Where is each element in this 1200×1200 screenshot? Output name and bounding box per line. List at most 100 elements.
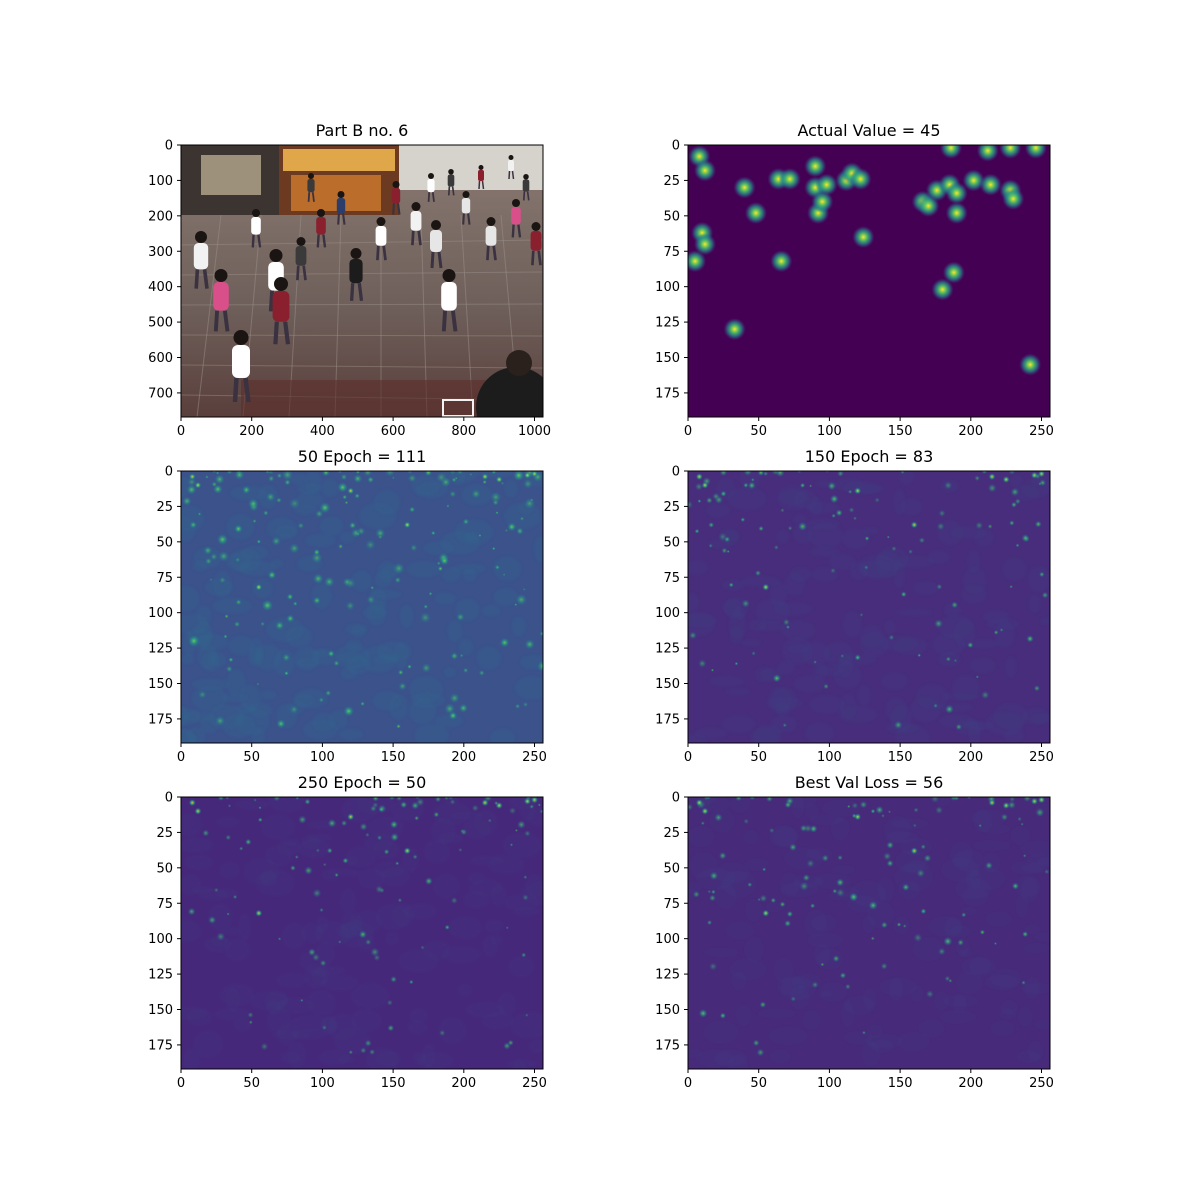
- heatmap-activation: [880, 962, 888, 970]
- heatmap-texture: [876, 546, 909, 571]
- heatmap-texture: [789, 566, 813, 582]
- heatmap-texture: [894, 724, 931, 743]
- heatmap-texture: [219, 862, 240, 879]
- photo-person-leg: [537, 250, 542, 266]
- heatmap-activation: [886, 841, 894, 849]
- heatmap-activation: [923, 854, 932, 863]
- heatmap-activation: [522, 587, 526, 592]
- heatmap-activation: [234, 471, 245, 480]
- axes-frame: [687, 470, 1051, 744]
- heatmap-hotspot: [194, 807, 202, 815]
- heatmap-hotspot: [910, 847, 918, 855]
- heatmap-activation: [275, 620, 285, 631]
- heatmap-texture: [213, 570, 232, 598]
- heatmap-activation: [225, 834, 232, 841]
- heatmap-texture: [214, 888, 239, 898]
- heatmap-activation: [728, 582, 734, 588]
- heatmap-hotspot: [854, 487, 862, 495]
- photo-shop-lights: [283, 149, 395, 171]
- heatmap-activation: [435, 471, 448, 484]
- heatmap-activation: [225, 665, 233, 673]
- heatmap-activation: [298, 815, 307, 824]
- photo-person-leg: [411, 230, 415, 246]
- heatmap-texture: [260, 814, 296, 840]
- heatmap-texture: [878, 635, 919, 652]
- heatmap-activation: [688, 803, 693, 811]
- heatmap-activation: [859, 800, 868, 809]
- density-blob: [849, 168, 872, 190]
- heatmap-activation: [881, 921, 888, 929]
- photo-person-head: [523, 174, 529, 180]
- density-blob: [942, 261, 965, 284]
- heatmap-activation: [523, 875, 528, 880]
- heatmap-texture: [424, 839, 450, 864]
- subplot-2: 0 50 100 150 200 250 0 25 50 75 100 125 150 175 Actual…: [655, 121, 1054, 439]
- heatmap-activation: [936, 583, 943, 590]
- photo-person-leg: [508, 170, 511, 180]
- heatmap-texture: [893, 916, 910, 935]
- heatmap-activation: [697, 499, 702, 503]
- heatmap-activation: [870, 808, 876, 814]
- heatmap-activation: [1022, 853, 1027, 858]
- heatmap-texture: [1034, 1019, 1050, 1030]
- subplot-3: 0 50 100 150 200 250 0 25 50 75 100 125 150 175 50 Epo…: [148, 447, 547, 765]
- heatmap-texture: [918, 1019, 945, 1038]
- heatmap-activation: [999, 628, 1004, 632]
- heatmap-hotspot: [1030, 471, 1038, 479]
- heatmap-activation: [1009, 520, 1015, 526]
- x-tick-label: 250: [522, 750, 547, 765]
- heatmap-texture: [493, 556, 522, 581]
- heatmap-activation: [933, 703, 939, 709]
- heatmap-activation: [714, 813, 723, 822]
- heatmap-activation: [319, 959, 327, 967]
- heatmap-activation: [365, 939, 372, 946]
- heatmap-activation: [514, 703, 521, 709]
- subplot-5: 0 50 100 150 200 250 0 25 50 75 100 125 150 175 250 Ep…: [148, 773, 547, 1091]
- photo-person-body: [232, 345, 250, 378]
- heatmap-activation: [734, 661, 739, 666]
- heatmap-activation: [444, 924, 450, 930]
- heatmap-activation: [769, 827, 775, 834]
- heatmap-texture: [1015, 894, 1029, 918]
- photo-person-leg: [427, 192, 431, 202]
- heatmap-activation: [267, 475, 275, 482]
- x-tick-label: 800: [451, 424, 476, 439]
- photo-person-leg: [382, 245, 387, 261]
- heatmap-activation: [247, 498, 259, 510]
- heatmap-activation: [918, 537, 926, 544]
- heatmap-activation: [870, 936, 875, 941]
- heatmap-texture: [807, 523, 844, 549]
- heatmap-activation: [913, 933, 923, 943]
- heatmap-activation: [209, 552, 218, 561]
- heatmap-activation: [433, 811, 440, 818]
- heatmap-activation: [692, 890, 700, 898]
- heatmap-activation: [766, 797, 773, 803]
- heatmap-texture: [294, 646, 320, 671]
- heatmap-activation: [785, 797, 794, 805]
- heatmap-texture: [898, 471, 915, 486]
- heatmap-texture: [741, 638, 762, 648]
- heatmap-activation: [1008, 471, 1016, 475]
- heatmap-texture: [334, 1026, 371, 1055]
- heatmap-activation: [953, 658, 958, 663]
- y-tick-label: 100: [655, 932, 680, 947]
- heatmap-activation: [312, 573, 324, 585]
- heatmap-activation: [916, 869, 925, 878]
- y-tick-label: 200: [148, 209, 173, 224]
- photo-person-head: [350, 248, 362, 259]
- heatmap-texture: [226, 668, 246, 697]
- heatmap-activation: [908, 549, 914, 555]
- x-tick-label: 0: [684, 1076, 692, 1091]
- heatmap-activation: [260, 621, 266, 627]
- heatmap-activation: [859, 612, 864, 617]
- heatmap-texture: [350, 983, 390, 1010]
- heatmap-hotspot: [481, 473, 489, 481]
- heatmap-activation: [741, 599, 750, 608]
- heatmap-texture: [290, 1014, 329, 1032]
- heatmap-activation: [839, 972, 847, 979]
- heatmap-activation: [920, 844, 926, 850]
- heatmap-texture: [272, 1029, 311, 1040]
- heatmap-activation: [342, 857, 349, 864]
- heatmap-texture: [703, 948, 740, 957]
- x-tick-label: 200: [451, 1076, 476, 1091]
